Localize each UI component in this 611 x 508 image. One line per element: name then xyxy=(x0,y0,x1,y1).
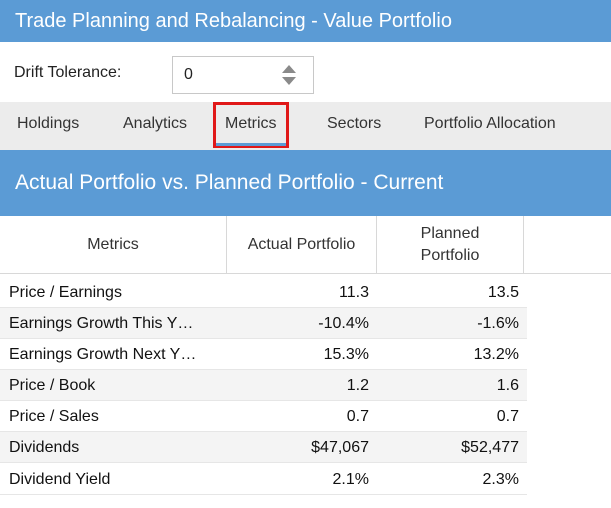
up-down-spinner-icon[interactable] xyxy=(281,65,297,87)
table-row[interactable]: Earnings Growth This Y… -10.4% -1.6% xyxy=(0,308,527,339)
table-header-row: Metrics Actual Portfolio Planned Portfol… xyxy=(0,216,611,274)
decrement-arrow-icon[interactable] xyxy=(282,77,296,85)
column-header-metrics[interactable]: Metrics xyxy=(0,216,227,274)
actual-value: 0.7 xyxy=(346,408,369,425)
metric-name: Dividend Yield xyxy=(9,471,111,488)
table-row[interactable]: Earnings Growth Next Y… 15.3% 13.2% xyxy=(0,339,527,370)
actual-value: 15.3% xyxy=(323,346,369,363)
drift-tolerance-panel: Drift Tolerance: 0 xyxy=(0,42,611,102)
planned-value: 13.2% xyxy=(473,346,519,363)
column-header-actual[interactable]: Actual Portfolio xyxy=(227,216,377,274)
tab-analytics[interactable]: Analytics xyxy=(123,115,188,132)
planned-value: -1.6% xyxy=(477,315,519,332)
table-row[interactable]: Dividend Yield 2.1% 2.3% xyxy=(0,464,527,495)
planned-value: 1.6 xyxy=(496,377,519,394)
metric-name: Earnings Growth This Y… xyxy=(9,315,194,332)
window-title: Trade Planning and Rebalancing - Value P… xyxy=(0,0,611,42)
section-title: Actual Portfolio vs. Planned Portfolio -… xyxy=(0,150,611,216)
actual-value: $47,067 xyxy=(311,439,369,456)
tab-holdings[interactable]: Holdings xyxy=(17,115,80,132)
column-header-planned[interactable]: Planned Portfolio xyxy=(377,216,524,274)
metric-name: Dividends xyxy=(9,439,80,456)
metric-name: Price / Earnings xyxy=(9,284,122,301)
increment-arrow-icon[interactable] xyxy=(282,65,296,73)
actual-value: -10.4% xyxy=(318,315,369,332)
drift-tolerance-input[interactable]: 0 xyxy=(172,56,314,94)
metric-name: Price / Book xyxy=(9,377,96,394)
planned-value: 0.7 xyxy=(496,408,519,425)
actual-value: 2.1% xyxy=(332,471,369,488)
tab-sectors[interactable]: Sectors xyxy=(327,115,382,132)
drift-tolerance-label: Drift Tolerance: xyxy=(14,64,122,81)
planned-value: 2.3% xyxy=(482,471,519,488)
drift-tolerance-value: 0 xyxy=(184,66,193,83)
table-row[interactable]: Price / Sales 0.7 0.7 xyxy=(0,401,527,432)
actual-value: 1.2 xyxy=(346,377,369,394)
table-row[interactable]: Price / Earnings 11.3 13.5 xyxy=(0,277,527,308)
actual-value: 11.3 xyxy=(339,284,369,301)
metric-name: Earnings Growth Next Y… xyxy=(9,346,197,363)
tab-portfolio-allocation[interactable]: Portfolio Allocation xyxy=(424,115,556,132)
table-row[interactable]: Price / Book 1.2 1.6 xyxy=(0,370,527,401)
planned-value: 13.5 xyxy=(487,284,519,301)
planned-value: $52,477 xyxy=(461,439,519,456)
tab-metrics[interactable]: Metrics xyxy=(213,102,289,148)
table-row[interactable]: Dividends $47,067 $52,477 xyxy=(0,432,527,463)
tab-bar: Holdings Analytics Metrics Sectors Portf… xyxy=(0,102,611,150)
metric-name: Price / Sales xyxy=(9,408,99,425)
metrics-table: Metrics Actual Portfolio Planned Portfol… xyxy=(0,216,611,508)
